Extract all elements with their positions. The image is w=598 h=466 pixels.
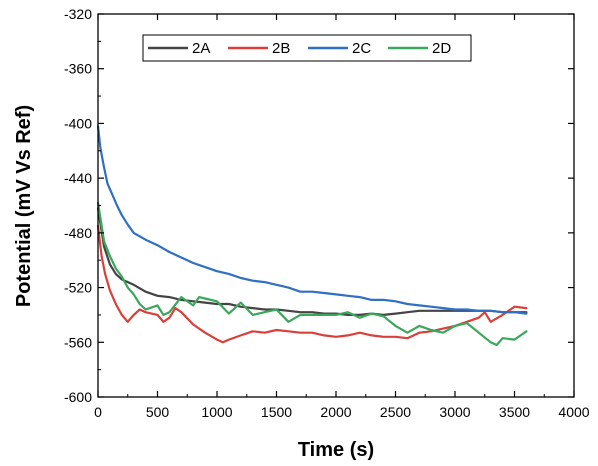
y-tick-label: -480	[64, 225, 92, 241]
legend-label-2b: 2B	[272, 40, 290, 57]
x-tick-label: 1000	[201, 404, 232, 420]
plot-background	[98, 14, 574, 397]
y-axis-title: Potential (mV Vs Ref)	[13, 105, 35, 307]
x-tick-label: 1500	[261, 404, 292, 420]
y-tick-label: -560	[64, 334, 92, 350]
y-tick-label: -520	[64, 280, 92, 296]
y-tick-label: -400	[64, 115, 92, 131]
x-tick-label: 4000	[558, 404, 589, 420]
x-tick-label: 2000	[320, 404, 351, 420]
x-tick-label: 0	[94, 404, 102, 420]
x-tick-label: 2500	[380, 404, 411, 420]
y-tick-label: -600	[64, 389, 92, 405]
legend: 2A 2B 2C 2D	[142, 34, 472, 62]
x-axis: 0 500 1000 1500 2000 2500 3000 3500 4000	[94, 14, 590, 420]
series-line-2c	[96, 125, 528, 315]
legend-label-2c: 2C	[352, 40, 371, 57]
legend-label-2d: 2D	[432, 40, 451, 57]
x-tick-label: 3000	[439, 404, 470, 420]
series-line-2a	[96, 207, 528, 316]
legend-label-2a: 2A	[192, 40, 210, 57]
x-axis-title: Time (s)	[298, 439, 374, 461]
y-axis: -320 -360 -400 -440 -480 -520 -560 -600	[64, 6, 574, 405]
x-tick-label: 500	[146, 404, 170, 420]
y-tick-label: -440	[64, 170, 92, 186]
y-tick-label: -360	[64, 61, 92, 77]
y-tick-label: -320	[64, 6, 92, 22]
series-layer	[96, 125, 528, 347]
x-tick-label: 3500	[499, 404, 530, 420]
series-line-2d	[96, 201, 528, 347]
series-line-2b	[96, 224, 528, 344]
